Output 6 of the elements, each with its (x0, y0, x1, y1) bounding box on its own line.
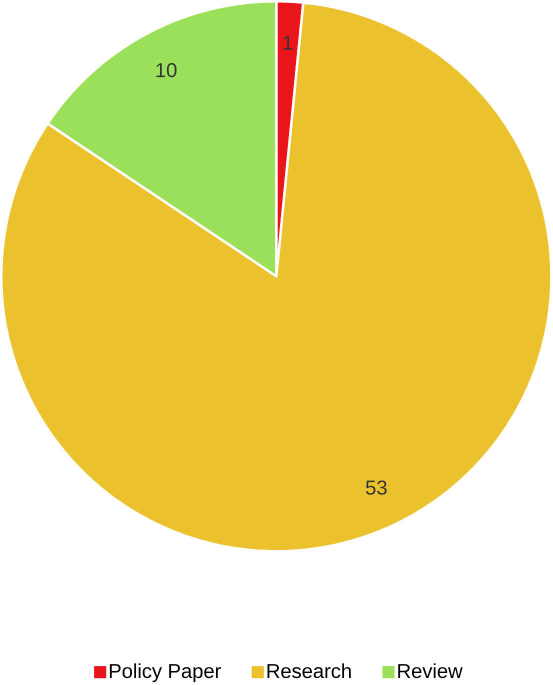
data-label: 53 (366, 480, 387, 495)
legend-label: Research (268, 663, 351, 678)
legend-label: Policy Paper (110, 663, 222, 682)
legend-label: Review (398, 663, 463, 678)
data-label: 10 (156, 63, 177, 78)
data-label: 1 (284, 36, 293, 50)
